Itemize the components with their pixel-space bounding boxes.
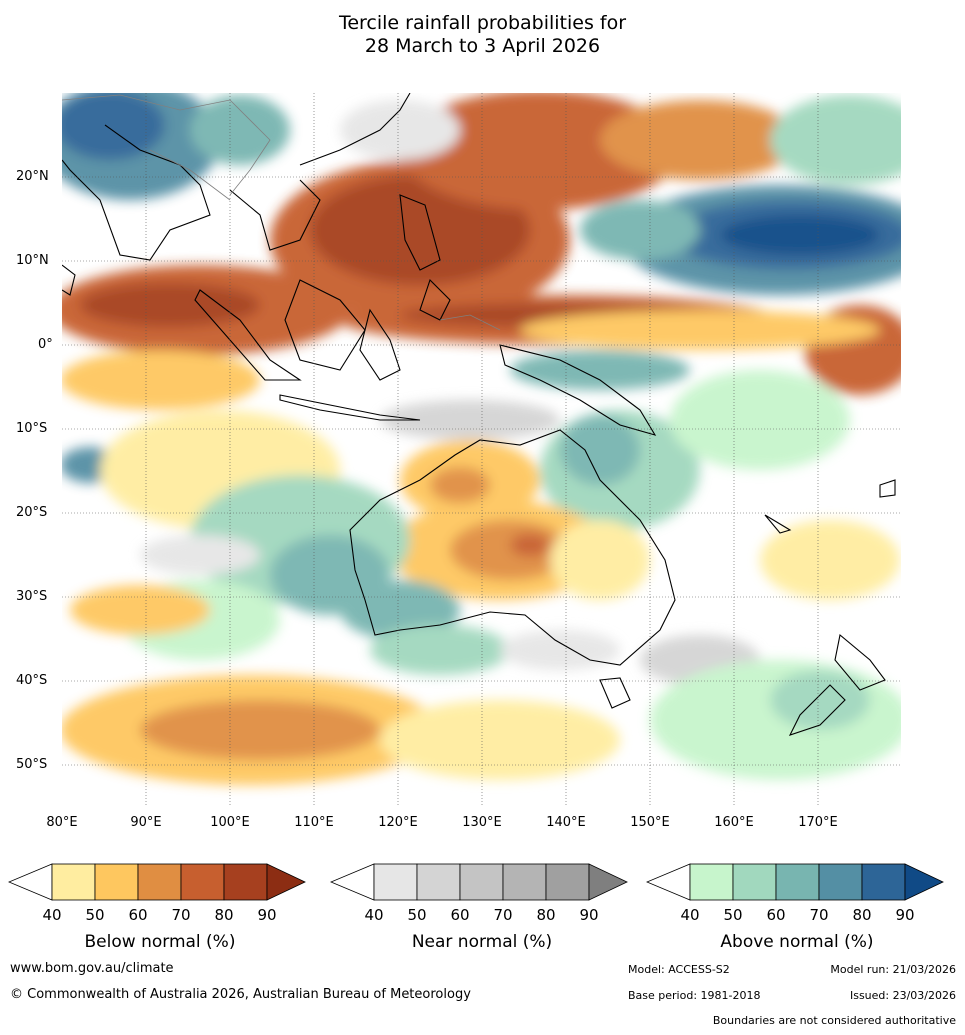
lon-label-120e: 120°E <box>378 815 418 830</box>
lat-label-50s: 50°S <box>16 757 48 772</box>
colorbar-segment <box>732 863 777 901</box>
lon-label-140e: 140°E <box>546 815 586 830</box>
colorbar-segment <box>137 863 182 901</box>
cb0-tick-50: 50 <box>85 906 105 924</box>
cb0-title: Below normal (%) <box>84 932 236 952</box>
colorbar-segment <box>51 863 96 901</box>
lat-label-30s: 30°S <box>16 589 48 604</box>
cb0-tick-70: 70 <box>171 906 191 924</box>
cb1-tick-50: 50 <box>407 906 427 924</box>
cb2-tick-40: 40 <box>680 906 700 924</box>
lon-label-150e: 150°E <box>630 815 670 830</box>
colorbar-segment <box>861 863 906 901</box>
copyright-text: © Commonwealth of Australia 2026, Austra… <box>10 987 471 1002</box>
cb0-tick-60: 60 <box>128 906 148 924</box>
colorbar-under-triangle <box>8 863 53 901</box>
lon-label-110e: 110°E <box>294 815 334 830</box>
lat-label-40s: 40°S <box>16 673 48 688</box>
colorbar-segment <box>689 863 734 901</box>
lat-label-20n: 20°N <box>16 169 49 184</box>
lat-label-0: 0° <box>38 337 53 352</box>
colorbar-segment <box>818 863 863 901</box>
colorbar-segment <box>223 863 268 901</box>
lon-label-80e: 80°E <box>46 815 78 830</box>
colorbar-over-triangle <box>904 863 944 901</box>
cb1-tick-90: 90 <box>579 906 599 924</box>
colorbar-near-normal <box>330 863 628 901</box>
boundaries-disclaimer: Boundaries are not considered authoritat… <box>712 1014 956 1027</box>
rainfall-probability-map <box>62 93 901 806</box>
website-link[interactable]: www.bom.gov.au/climate <box>10 961 174 976</box>
cb1-title: Near normal (%) <box>411 932 553 952</box>
colorbar-segment <box>459 863 504 901</box>
lon-label-170e: 170°E <box>798 815 838 830</box>
cb1-tick-60: 60 <box>450 906 470 924</box>
cb0-tick-40: 40 <box>42 906 62 924</box>
colorbar-segment <box>775 863 820 901</box>
colorbar-above-normal <box>646 863 944 901</box>
lon-label-90e: 90°E <box>130 815 162 830</box>
cb2-tick-80: 80 <box>852 906 872 924</box>
map-title-line2: 28 March to 3 April 2026 <box>364 35 601 57</box>
map-title-line1: Tercile rainfall probabilities for <box>338 12 627 34</box>
cb0-tick-90: 90 <box>257 906 277 924</box>
model-text: Model: ACCESS-S2 <box>628 963 730 976</box>
cb1-tick-40: 40 <box>364 906 384 924</box>
cb2-tick-60: 60 <box>766 906 786 924</box>
colorbar-segment <box>416 863 461 901</box>
cb1-tick-70: 70 <box>493 906 513 924</box>
lat-label-10n: 10°N <box>16 253 49 268</box>
colorbar-segment <box>373 863 418 901</box>
model-run-text: Model run: 21/03/2026 <box>830 963 956 976</box>
lon-label-160e: 160°E <box>714 815 754 830</box>
colorbar-under-triangle <box>330 863 375 901</box>
colorbar-under-triangle <box>646 863 691 901</box>
colorbar-segment <box>94 863 139 901</box>
cb0-tick-80: 80 <box>214 906 234 924</box>
lat-label-20s: 20°S <box>16 505 48 520</box>
cb2-tick-50: 50 <box>723 906 743 924</box>
lon-label-100e: 100°E <box>210 815 250 830</box>
base-period-text: Base period: 1981-2018 <box>628 989 761 1002</box>
lat-label-10s: 10°S <box>16 421 48 436</box>
colorbar-below-normal <box>8 863 306 901</box>
colorbar-over-triangle <box>266 863 306 901</box>
lon-label-130e: 130°E <box>462 815 502 830</box>
cb2-title: Above normal (%) <box>720 932 874 952</box>
colorbar-over-triangle <box>588 863 628 901</box>
colorbar-segment <box>502 863 547 901</box>
issued-text: Issued: 23/03/2026 <box>849 989 956 1002</box>
colorbar-segment <box>545 863 590 901</box>
cb1-tick-80: 80 <box>536 906 556 924</box>
cb2-tick-90: 90 <box>895 906 915 924</box>
cb2-tick-70: 70 <box>809 906 829 924</box>
colorbar-segment <box>180 863 225 901</box>
